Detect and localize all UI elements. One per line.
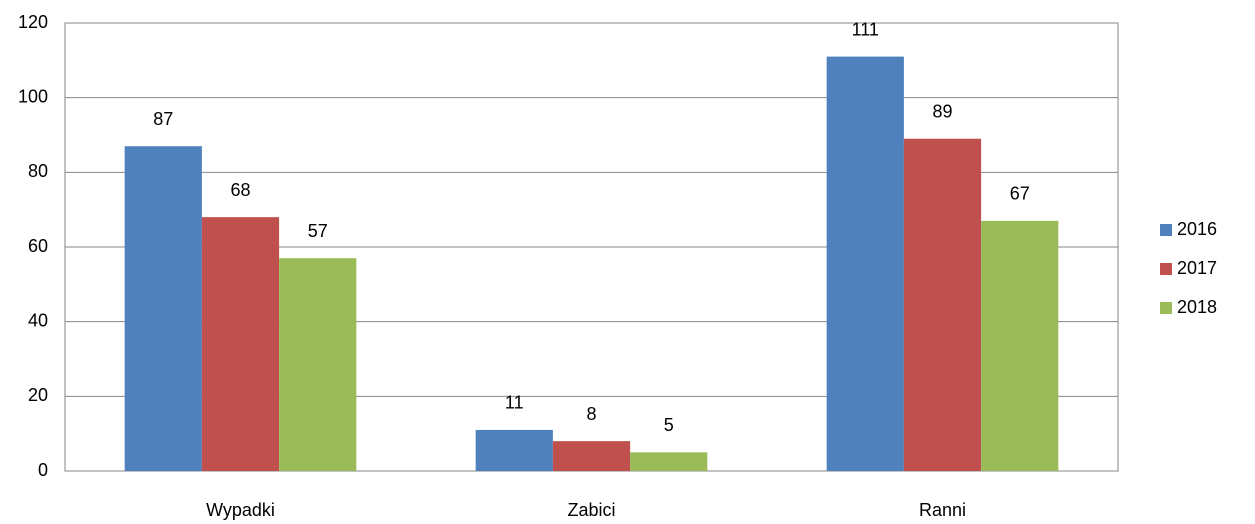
data-label: 67 — [1010, 184, 1030, 204]
legend-swatch — [1160, 224, 1172, 236]
data-label: 87 — [153, 109, 173, 129]
bar — [475, 429, 553, 471]
bar — [826, 56, 904, 471]
y-tick-label: 0 — [38, 460, 48, 480]
x-tick-label: Zabici — [567, 500, 615, 520]
y-tick-label: 20 — [28, 385, 48, 405]
data-label: 57 — [308, 221, 328, 241]
bar — [201, 217, 280, 471]
bar — [124, 146, 202, 471]
y-tick-label: 100 — [18, 86, 48, 106]
x-tick-label: Wypadki — [206, 500, 275, 520]
y-tick-label: 120 — [18, 12, 48, 32]
data-label: 89 — [932, 101, 952, 121]
bar — [981, 220, 1059, 471]
legend-swatch — [1160, 263, 1172, 275]
data-label: 111 — [852, 19, 879, 39]
legend-label: 2017 — [1177, 258, 1217, 278]
x-tick-label: Ranni — [919, 500, 966, 520]
data-label: 8 — [586, 404, 596, 424]
legend-label: 2018 — [1177, 297, 1217, 317]
legend-label: 2016 — [1177, 219, 1217, 239]
legend-swatch — [1160, 302, 1172, 314]
y-tick-label: 80 — [28, 161, 48, 181]
y-tick-label: 40 — [28, 310, 48, 330]
y-tick-label: 60 — [28, 236, 48, 256]
data-label: 11 — [505, 393, 524, 413]
bar — [279, 258, 357, 471]
bar — [903, 138, 982, 471]
bar — [552, 441, 631, 471]
bar — [630, 452, 708, 471]
data-label: 5 — [664, 415, 674, 435]
data-label: 68 — [230, 180, 250, 200]
